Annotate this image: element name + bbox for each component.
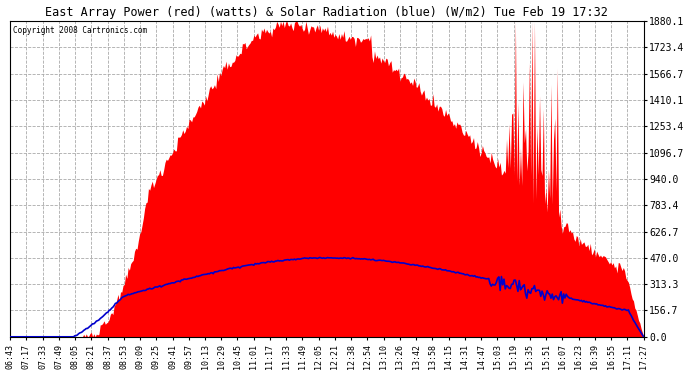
Text: Copyright 2008 Cartronics.com: Copyright 2008 Cartronics.com bbox=[13, 26, 148, 35]
Title: East Array Power (red) (watts) & Solar Radiation (blue) (W/m2) Tue Feb 19 17:32: East Array Power (red) (watts) & Solar R… bbox=[46, 6, 609, 18]
